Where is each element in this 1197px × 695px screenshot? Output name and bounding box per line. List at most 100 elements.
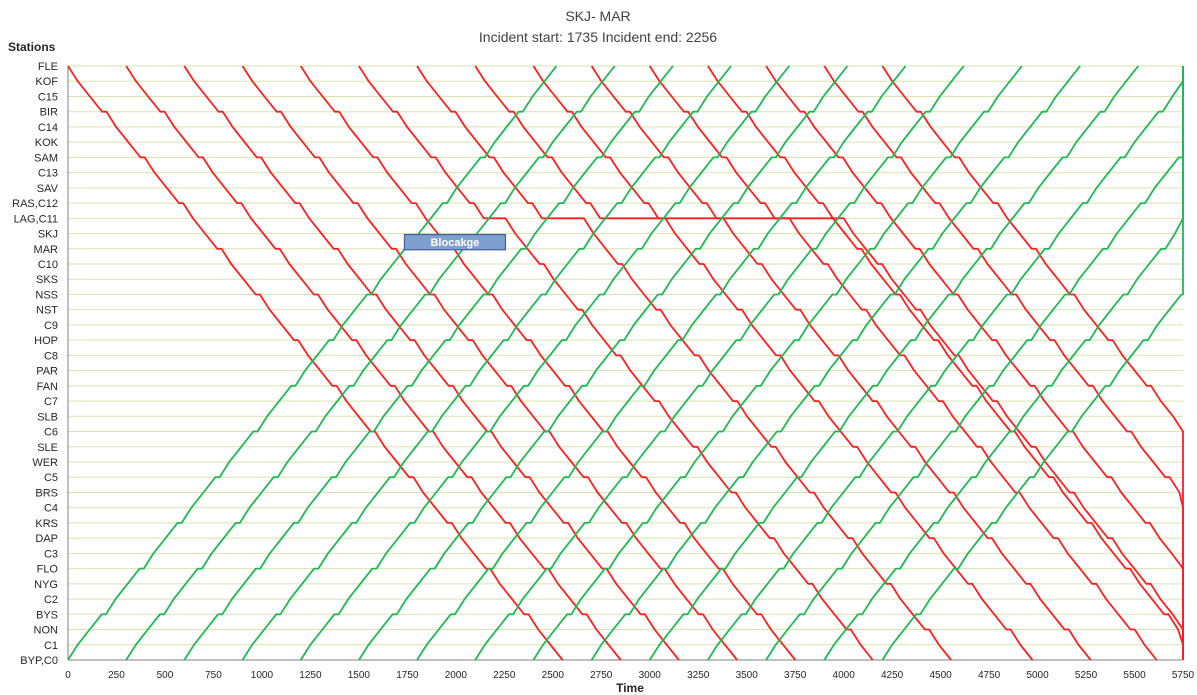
southbound-train — [416, 65, 952, 661]
southbound-train — [241, 65, 738, 661]
x-tick-label: 1250 — [299, 670, 322, 681]
station-label: C5 — [44, 472, 58, 484]
x-tick-label: 250 — [108, 670, 125, 681]
station-label: C6 — [44, 427, 58, 439]
station-label: C8 — [44, 350, 58, 362]
station-label: SKJ — [38, 229, 58, 241]
northbound-train — [532, 65, 1023, 661]
station-label: C15 — [38, 91, 58, 103]
x-tick-label: 750 — [205, 670, 222, 681]
southbound-train — [590, 65, 1158, 661]
station-label: FLE — [38, 61, 58, 73]
station-label: C7 — [44, 396, 58, 408]
southbound-train — [707, 65, 1184, 660]
station-label: LAG,C11 — [14, 213, 58, 225]
northbound-train — [125, 65, 616, 661]
x-tick-label: 4000 — [833, 670, 856, 681]
y-axis-title: Stations — [8, 40, 56, 54]
station-label: KRS — [35, 518, 58, 530]
station-label: BIR — [40, 107, 58, 119]
station-label: C14 — [38, 122, 58, 134]
x-tick-label: 2000 — [445, 670, 468, 681]
northbound-train — [881, 66, 1184, 661]
x-tick-label: 2250 — [493, 670, 516, 681]
station-label: KOK — [35, 137, 59, 149]
northbound-train — [299, 65, 790, 661]
station-label: C1 — [44, 640, 58, 652]
northbound-train — [765, 66, 1184, 661]
southbound-train — [125, 65, 622, 661]
station-label: BYP,C0 — [20, 655, 58, 667]
station-label: BRS — [35, 487, 58, 499]
x-tick-label: 3000 — [639, 670, 662, 681]
station-label: FLO — [37, 564, 59, 576]
station-label: C13 — [38, 168, 58, 180]
station-label: C4 — [44, 503, 58, 515]
station-label: C2 — [44, 594, 58, 606]
northbound-train — [358, 65, 849, 661]
station-label: WER — [32, 457, 58, 469]
southbound-train — [532, 65, 1092, 661]
x-tick-label: 4250 — [881, 670, 904, 681]
x-tick-label: 2500 — [542, 670, 565, 681]
northbound-train — [474, 65, 965, 661]
station-label: SAV — [37, 183, 59, 195]
southbound-train — [67, 65, 564, 661]
southbound-train — [648, 65, 1184, 660]
x-tick-label: 1000 — [251, 670, 274, 681]
northbound-train — [183, 65, 674, 661]
x-tick-label: 3250 — [687, 670, 710, 681]
x-tick-label: 4750 — [978, 670, 1001, 681]
x-tick-label: 3500 — [736, 670, 759, 681]
x-tick-label: 5000 — [1026, 670, 1049, 681]
southbound-train — [299, 65, 797, 661]
southbound-train — [881, 65, 1184, 660]
station-label: PAR — [36, 366, 58, 378]
station-label: C9 — [44, 320, 58, 332]
blockage-rect — [403, 233, 507, 251]
southbound-train — [474, 65, 1034, 661]
x-tick-label: 4500 — [929, 670, 952, 681]
station-label: SLE — [37, 442, 58, 454]
station-labels: FLE KOF C15 BIR C14 KOK SAM C13 SAV RAS,C12 LAG,C1… — [12, 61, 59, 667]
station-label: KOF — [35, 76, 58, 88]
x-tick-label: 1500 — [348, 670, 371, 681]
station-label: BYS — [36, 609, 58, 621]
x-tick-label: 0 — [65, 670, 71, 681]
station-label: NST — [36, 305, 58, 317]
station-label: SKS — [36, 274, 58, 286]
x-tick-label: 3750 — [784, 670, 807, 681]
x-tick-label: 5500 — [1123, 670, 1146, 681]
x-tick-label: 5250 — [1075, 670, 1098, 681]
station-label: C10 — [38, 259, 58, 271]
station-label: DAP — [35, 533, 58, 545]
train-paths — [67, 65, 1184, 661]
northbound-train — [648, 65, 1140, 661]
northbound-train — [416, 65, 907, 661]
northbound-train — [707, 66, 1184, 661]
chart-title: SKJ- MAR — [565, 8, 630, 24]
northbound-train — [241, 65, 732, 661]
x-tick-label: 1750 — [396, 670, 419, 681]
station-label: FAN — [37, 381, 58, 393]
station-label: SLB — [37, 411, 58, 423]
southbound-train — [358, 65, 874, 661]
blockage-label: Blocakge — [430, 237, 479, 249]
blockage-marker: Blocakge — [403, 233, 507, 251]
station-label: C3 — [44, 548, 58, 560]
x-tick-label: 500 — [157, 670, 174, 681]
station-label: NON — [34, 625, 59, 637]
northbound-train — [590, 65, 1081, 661]
station-label: NSS — [35, 289, 58, 301]
x-axis-title: Time — [616, 681, 644, 695]
x-tick-label: 5750 — [1172, 670, 1195, 681]
x-tick-label: 2750 — [590, 670, 613, 681]
station-label: HOP — [34, 335, 58, 347]
station-label: MAR — [34, 244, 59, 256]
southbound-train — [765, 65, 1184, 660]
station-label: SAM — [34, 152, 58, 164]
station-label: NYG — [34, 579, 58, 591]
chart-subtitle: Incident start: 1735 Incident end: 2256 — [479, 29, 717, 45]
